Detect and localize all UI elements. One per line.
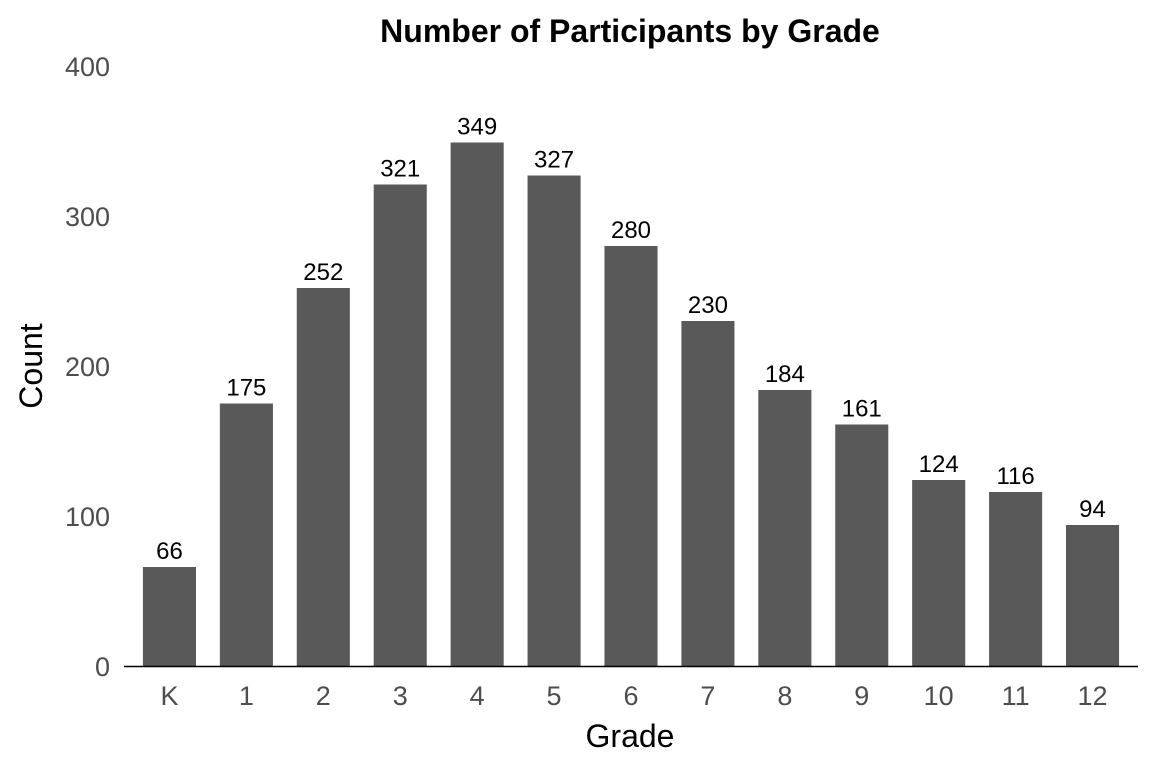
bar-10 (912, 480, 966, 666)
data-label-3: 321 (380, 156, 420, 183)
y-tick-label: 0 (95, 652, 110, 682)
data-label-12: 94 (1079, 496, 1106, 523)
data-label-9: 161 (842, 396, 882, 423)
bar-11 (989, 492, 1043, 666)
y-tick-label: 100 (65, 502, 110, 532)
bar-4 (450, 142, 504, 666)
bar-8 (758, 390, 812, 666)
x-tick-label-12: 12 (1078, 681, 1108, 711)
data-label-10: 124 (919, 451, 959, 478)
y-tick-label: 200 (65, 352, 110, 382)
y-axis-ticks: 0 100 200 300 400 (65, 52, 110, 682)
x-tick-label-2: 2 (316, 681, 331, 711)
x-tick-label-3: 3 (393, 681, 408, 711)
x-tick-label-10: 10 (924, 681, 954, 711)
data-label-4: 349 (457, 114, 497, 141)
bar-2 (296, 288, 350, 666)
x-tick-label-9: 9 (854, 681, 869, 711)
x-tick-label-5: 5 (547, 681, 562, 711)
y-tick-label: 300 (65, 202, 110, 232)
data-label-6: 280 (611, 217, 651, 244)
x-tick-label-11: 11 (1002, 681, 1030, 711)
data-label-5: 327 (534, 147, 574, 174)
bar-9 (835, 424, 889, 666)
data-label-8: 184 (765, 361, 805, 388)
bar-6 (604, 246, 658, 666)
bar-1 (219, 403, 273, 666)
x-tick-label-7: 7 (700, 681, 715, 711)
bars-group (142, 142, 1120, 666)
bar-3 (373, 184, 427, 666)
data-label-7: 230 (688, 292, 728, 319)
bar-K (142, 567, 196, 666)
x-tick-label-K: K (160, 681, 178, 711)
y-axis-title: Count (13, 323, 49, 409)
bar-7 (681, 321, 735, 666)
data-label-11: 116 (996, 463, 1034, 490)
data-label-2: 252 (303, 259, 343, 286)
x-axis-title: Grade (586, 718, 675, 754)
x-axis-ticks: K 1 2 3 4 5 6 7 8 9 10 11 12 (160, 681, 1107, 711)
data-label-1: 175 (226, 375, 266, 402)
x-tick-label-4: 4 (470, 681, 485, 711)
data-label-K: 66 (156, 538, 183, 565)
x-tick-label-6: 6 (623, 681, 638, 711)
x-tick-label-8: 8 (777, 681, 792, 711)
chart-title: Number of Participants by Grade (380, 13, 880, 49)
y-tick-label: 400 (65, 52, 110, 82)
x-tick-label-1: 1 (239, 681, 254, 711)
bar-5 (527, 175, 581, 666)
bar-12 (1066, 525, 1120, 666)
data-labels-group: 66 175 252 321 349 327 280 230 184 161 124 116 94 (156, 114, 1106, 566)
